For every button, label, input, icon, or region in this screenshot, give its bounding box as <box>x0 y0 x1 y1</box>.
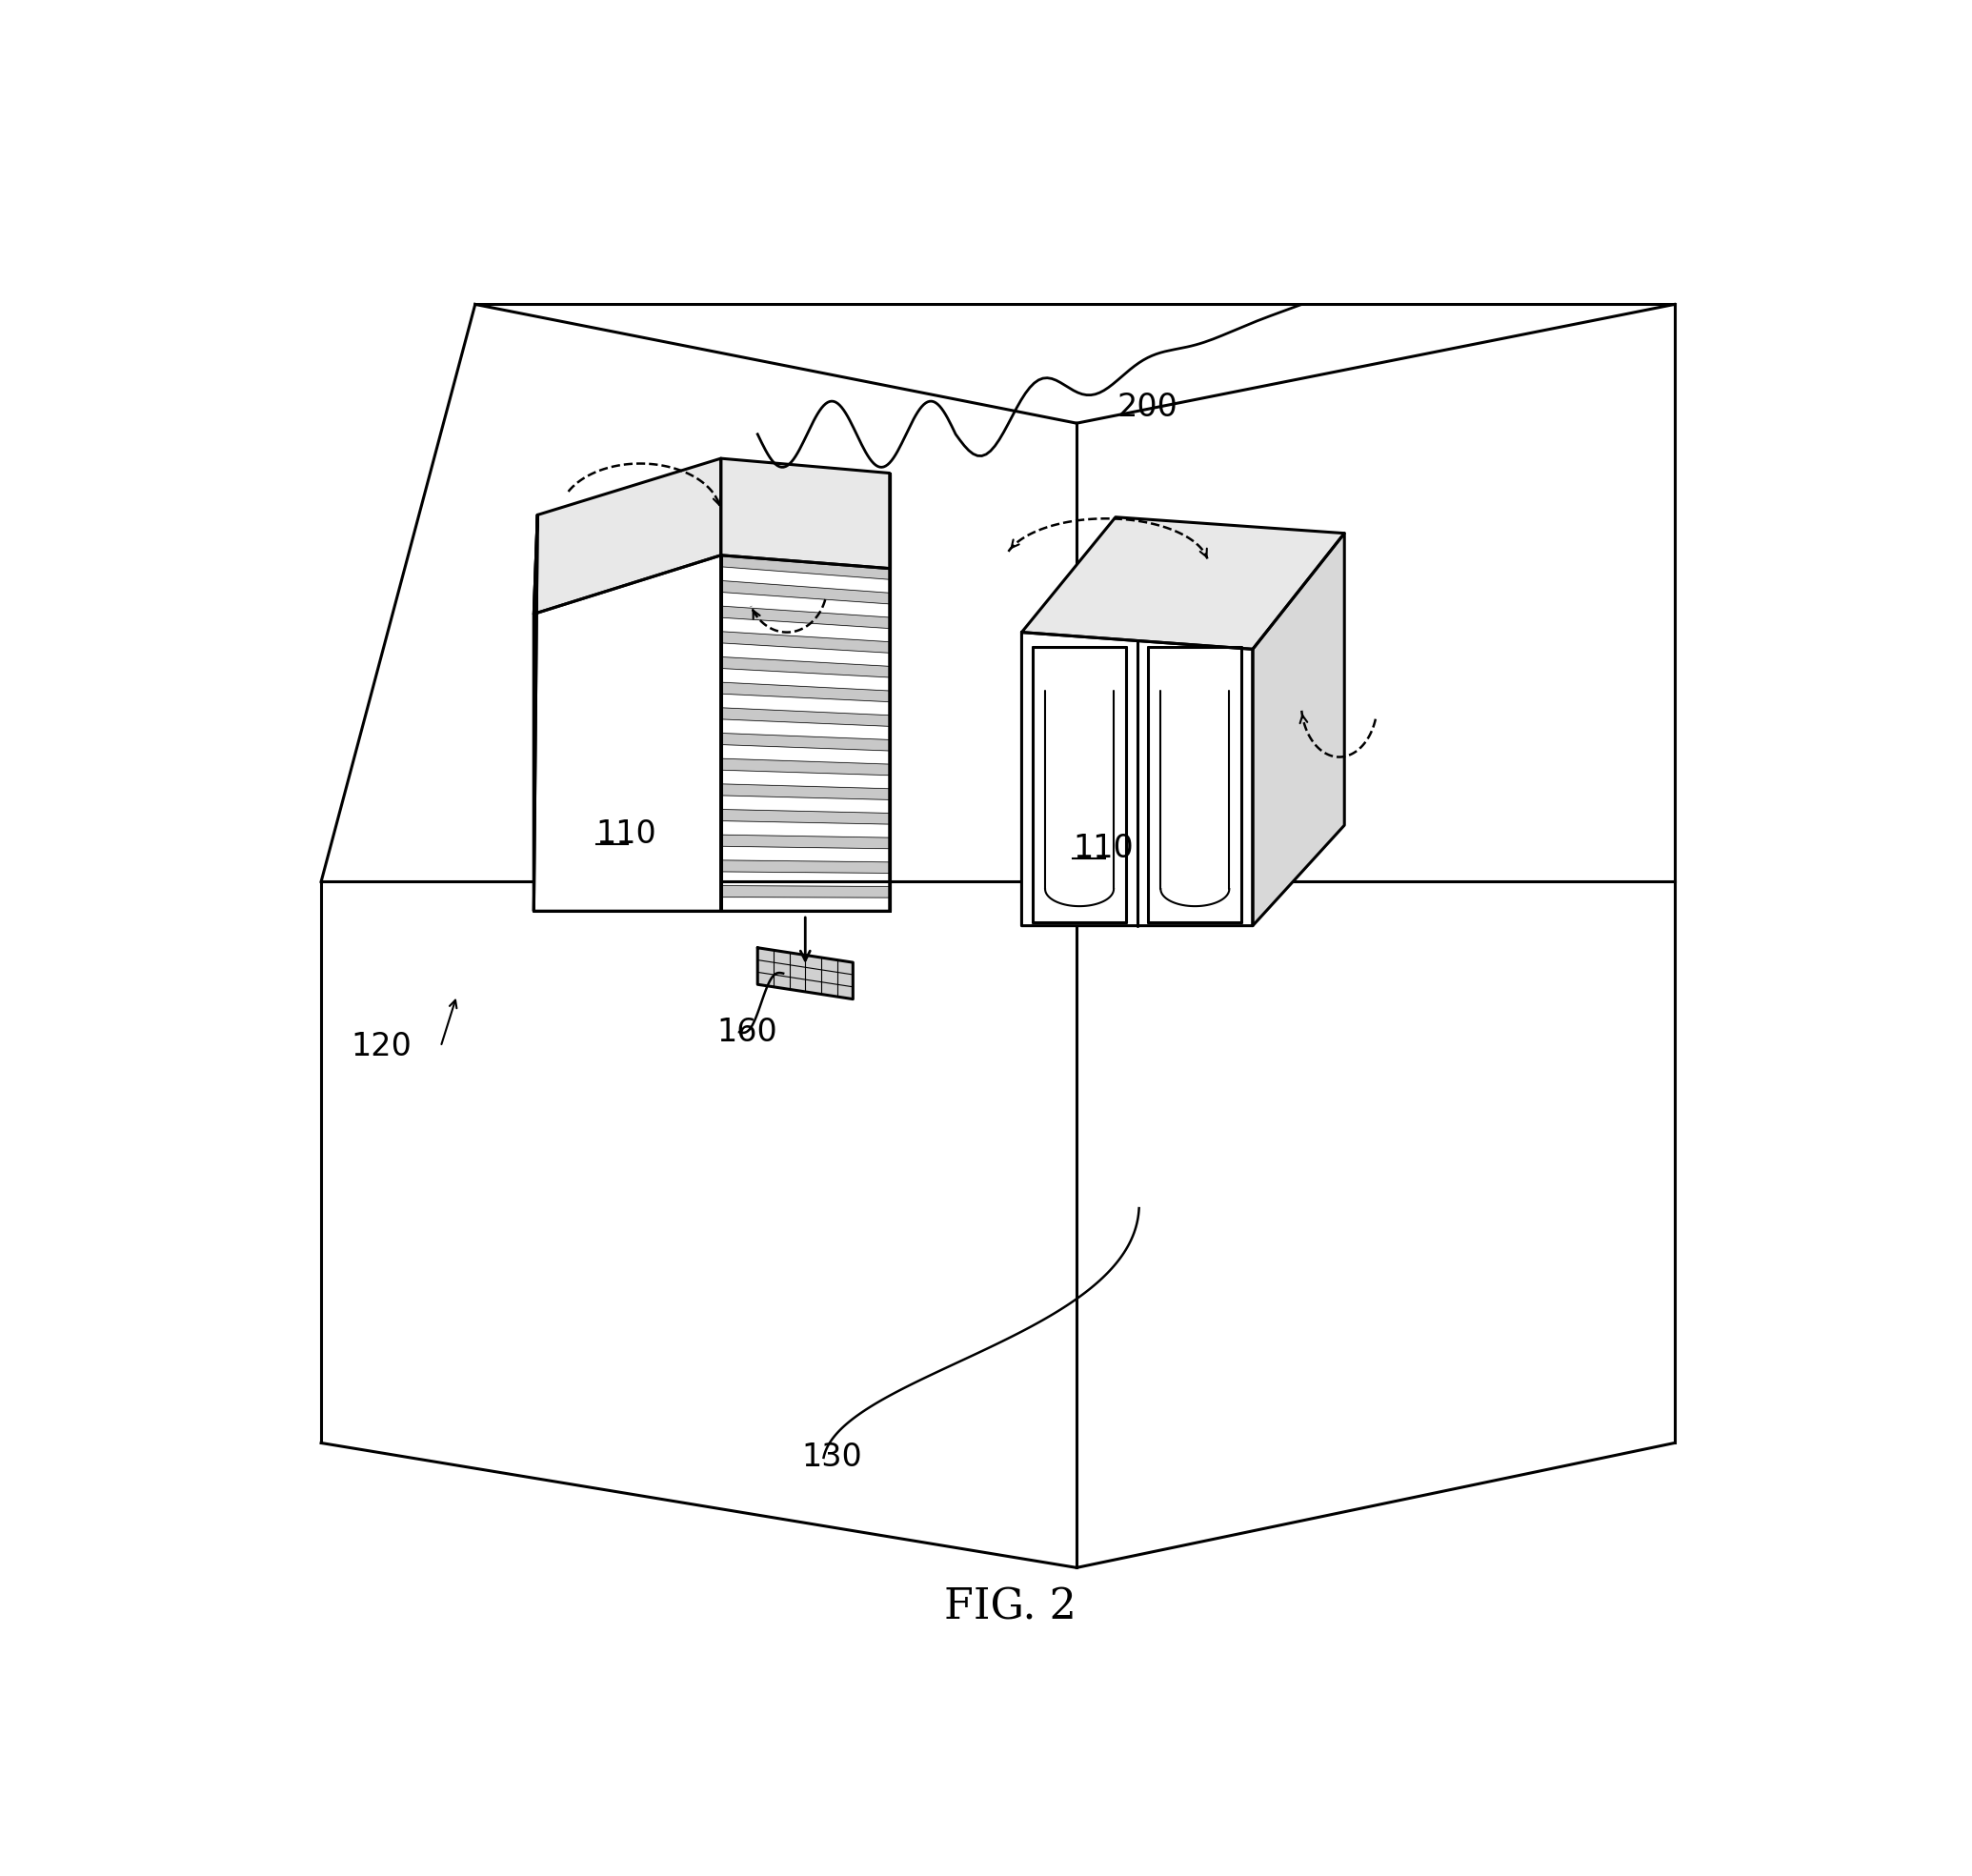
Polygon shape <box>534 514 538 912</box>
Text: 130: 130 <box>801 1443 862 1473</box>
Text: 160: 160 <box>718 1017 779 1049</box>
Text: FIG. 2: FIG. 2 <box>945 1587 1077 1628</box>
Polygon shape <box>722 555 889 580</box>
Text: 110: 110 <box>1073 833 1134 865</box>
Polygon shape <box>722 861 889 872</box>
Polygon shape <box>722 809 889 824</box>
Polygon shape <box>722 885 889 897</box>
Polygon shape <box>722 758 889 775</box>
Polygon shape <box>722 606 889 628</box>
Polygon shape <box>722 582 889 604</box>
Polygon shape <box>534 555 722 912</box>
Polygon shape <box>722 632 889 653</box>
Polygon shape <box>722 683 889 702</box>
Text: 110: 110 <box>596 818 657 850</box>
Polygon shape <box>722 657 889 677</box>
Polygon shape <box>534 458 722 613</box>
Polygon shape <box>722 835 889 848</box>
Polygon shape <box>722 734 889 750</box>
Polygon shape <box>722 707 889 726</box>
Polygon shape <box>722 458 889 568</box>
Polygon shape <box>1252 533 1345 925</box>
Polygon shape <box>1021 632 1252 925</box>
Polygon shape <box>1021 518 1345 649</box>
Polygon shape <box>757 947 854 1000</box>
Text: 120: 120 <box>351 1032 412 1062</box>
Polygon shape <box>722 784 889 799</box>
Text: 200: 200 <box>1116 392 1177 422</box>
